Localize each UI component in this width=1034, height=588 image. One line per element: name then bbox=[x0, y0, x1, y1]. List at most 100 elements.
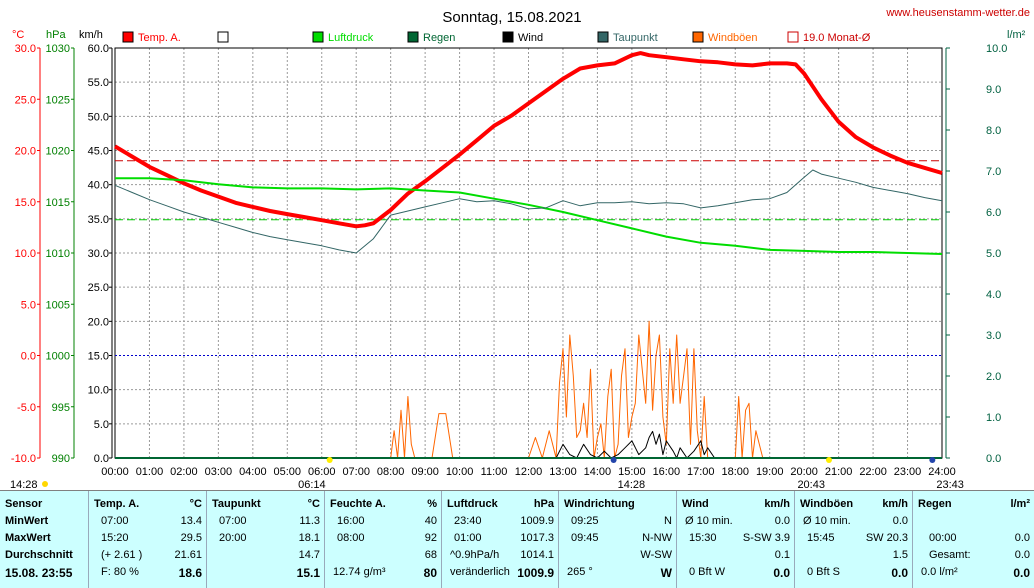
time-tick-label: 22:00 bbox=[859, 466, 887, 478]
legend-swatch bbox=[597, 31, 609, 43]
legend-swatch bbox=[407, 31, 419, 43]
stat-regen-now: 0.0 bbox=[1013, 566, 1030, 580]
stat-sensor-min: MinWert bbox=[5, 515, 49, 527]
time-tick-label: 21:00 bbox=[825, 466, 853, 478]
rain-tick-label: 10.0 bbox=[986, 43, 1007, 55]
stat-col-feuchte: Feuchte A.% 16:00 40 08:00 92 68 12.74 g/m… bbox=[324, 491, 441, 588]
sunset-time-label: 20:43 bbox=[797, 479, 825, 490]
rain-tick-label: 4.0 bbox=[986, 289, 1001, 301]
left-axes: 30.0 25.0 20.0 15.0 10.0 5.0 0.0 -5.0 -10.0 1030 1… bbox=[11, 43, 113, 465]
stat-col-windrichtung: Windrichtung 09:25 N 09:45 N-NW W-SW 265 °… bbox=[558, 491, 676, 588]
wind-unit: km/h bbox=[79, 29, 103, 41]
wind-tick-label: 55.0 bbox=[88, 77, 109, 89]
time-tick-label: 10:00 bbox=[446, 466, 474, 478]
stat-windrichtung-min: N bbox=[664, 515, 672, 527]
wind-tick-label: 50.0 bbox=[88, 111, 109, 123]
moonrise-time-label: 23:43 bbox=[936, 479, 964, 490]
time-tick-label: 18:00 bbox=[721, 466, 749, 478]
wind-tick-label: 15.0 bbox=[88, 351, 109, 363]
stat-sensor-head: Sensor bbox=[5, 498, 43, 510]
wind-tick-label: 60.0 bbox=[88, 43, 109, 55]
stat-windrichtung-min-time: 09:25 bbox=[571, 515, 599, 527]
stat-wind-now: 0.0 bbox=[773, 566, 790, 580]
astro-markers: 14:28 06:14 14:28 20:43 23:43 bbox=[10, 457, 964, 490]
stat-feuchte-now: 80 bbox=[423, 566, 437, 580]
stat-windboeen-avg10: 0.0 bbox=[892, 515, 908, 527]
stat-regen-total: 0.0 bbox=[1014, 549, 1030, 561]
stat-luftdruck-max-time: 01:00 bbox=[454, 532, 482, 544]
stat-windboeen-avg: 1.5 bbox=[892, 549, 908, 561]
time-tick-label: 00:00 bbox=[101, 466, 129, 478]
time-tick-label: 06:00 bbox=[308, 466, 336, 478]
pressure-tick-label: 1020 bbox=[46, 146, 70, 158]
stat-feuchte-head: Feuchte A. bbox=[330, 498, 386, 510]
rain-tick-label: 0.0 bbox=[986, 453, 1001, 465]
temp-tick-label: 15.0 bbox=[15, 197, 36, 209]
stat-temp-head: Temp. A. bbox=[94, 498, 140, 510]
pressure-tick-label: 1030 bbox=[46, 43, 70, 55]
wind-tick-label: 35.0 bbox=[88, 214, 109, 226]
stat-windboeen-bft: 0 Bft S bbox=[807, 566, 841, 578]
stat-sensor-avg: Durchschnitt bbox=[5, 549, 73, 561]
legend-swatch bbox=[217, 31, 229, 43]
temp-tick-label: -10.0 bbox=[11, 453, 36, 465]
time-tick-label: 11:00 bbox=[481, 466, 508, 478]
stat-regen-total-label: Gesamt: bbox=[929, 549, 971, 561]
stat-windboeen-head: Windböen bbox=[800, 498, 854, 510]
legend-swatch bbox=[787, 31, 799, 43]
watermark: www.heusenstamm-wetter.de bbox=[885, 7, 1030, 19]
stat-taupunkt-unit: °C bbox=[307, 498, 320, 510]
wind-tick-label: 25.0 bbox=[88, 282, 109, 294]
stat-regen-unit: l/m² bbox=[1010, 498, 1030, 510]
stat-windboeen-now: 0.0 bbox=[891, 566, 908, 580]
stat-luftdruck-tendency: veränderlich bbox=[450, 566, 510, 578]
stat-luftdruck-avg: 1014.1 bbox=[520, 549, 554, 561]
temp-tick-label: 5.0 bbox=[21, 299, 36, 311]
time-tick-label: 07:00 bbox=[342, 466, 370, 478]
sunrise-icon bbox=[326, 457, 333, 463]
stat-luftdruck-now: 1009.9 bbox=[517, 566, 554, 580]
legend-swatch bbox=[122, 31, 134, 43]
time-tick-label: 01:00 bbox=[136, 466, 164, 478]
time-tick-label: 14:00 bbox=[584, 466, 612, 478]
stat-temp-now: 18.6 bbox=[178, 566, 202, 580]
series-wind bbox=[115, 430, 942, 459]
statistics-panel: Sensor MinWert MaxWert Durchschnitt 15.0… bbox=[0, 490, 1034, 588]
pressure-tick-label: 990 bbox=[52, 453, 70, 465]
moonrise-icon bbox=[929, 457, 936, 463]
time-tick-label: 20:00 bbox=[790, 466, 818, 478]
time-tick-label: 05:00 bbox=[274, 466, 302, 478]
stat-taupunkt-min-time: 07:00 bbox=[219, 515, 247, 527]
stat-wind-unit: km/h bbox=[764, 498, 790, 510]
time-tick-label: 08:00 bbox=[377, 466, 405, 478]
moon-icon bbox=[42, 481, 48, 487]
stat-taupunkt-max: 18.1 bbox=[298, 532, 320, 544]
rain-tick-label: 9.0 bbox=[986, 84, 1001, 96]
stat-windboeen-avg-label: Ø 10 min. bbox=[803, 515, 851, 527]
legend-label: Temp. A. bbox=[138, 32, 181, 44]
rain-tick-label: 6.0 bbox=[986, 207, 1001, 219]
stat-windrichtung-avg: W-SW bbox=[640, 549, 672, 561]
wind-tick-label: 10.0 bbox=[88, 385, 109, 397]
time-tick-label: 15:00 bbox=[618, 466, 646, 478]
stat-windboeen-max-time: 15:45 bbox=[807, 532, 835, 544]
stat-taupunkt-min: 11.3 bbox=[299, 515, 320, 527]
stat-temp-min-time: 07:00 bbox=[101, 515, 129, 527]
stat-temp-avg: 21.61 bbox=[174, 549, 202, 561]
time-tick-label: 19:00 bbox=[756, 466, 784, 478]
time-tick-label: 04:00 bbox=[239, 466, 267, 478]
stat-temp-max-time: 15:20 bbox=[101, 532, 129, 544]
legend-swatch bbox=[312, 31, 324, 43]
rain-tick-label: 3.0 bbox=[986, 330, 1001, 342]
stat-col-sensor: Sensor MinWert MaxWert Durchschnitt 15.0… bbox=[0, 491, 88, 588]
temp-unit: °C bbox=[12, 29, 24, 41]
stat-regen-time: 00:00 bbox=[929, 532, 957, 544]
series-taupunkt bbox=[114, 169, 943, 254]
time-tick-label: 09:00 bbox=[411, 466, 439, 478]
sunrise-time-label: 06:14 bbox=[298, 479, 326, 490]
stat-regen-max: 0.0 bbox=[1014, 532, 1030, 544]
stat-temp-unit: °C bbox=[189, 498, 202, 510]
stat-feuchte-min-time: 16:00 bbox=[337, 515, 365, 527]
stat-feuchte-avg: 68 bbox=[424, 549, 437, 561]
series-luftdruck bbox=[115, 177, 943, 255]
